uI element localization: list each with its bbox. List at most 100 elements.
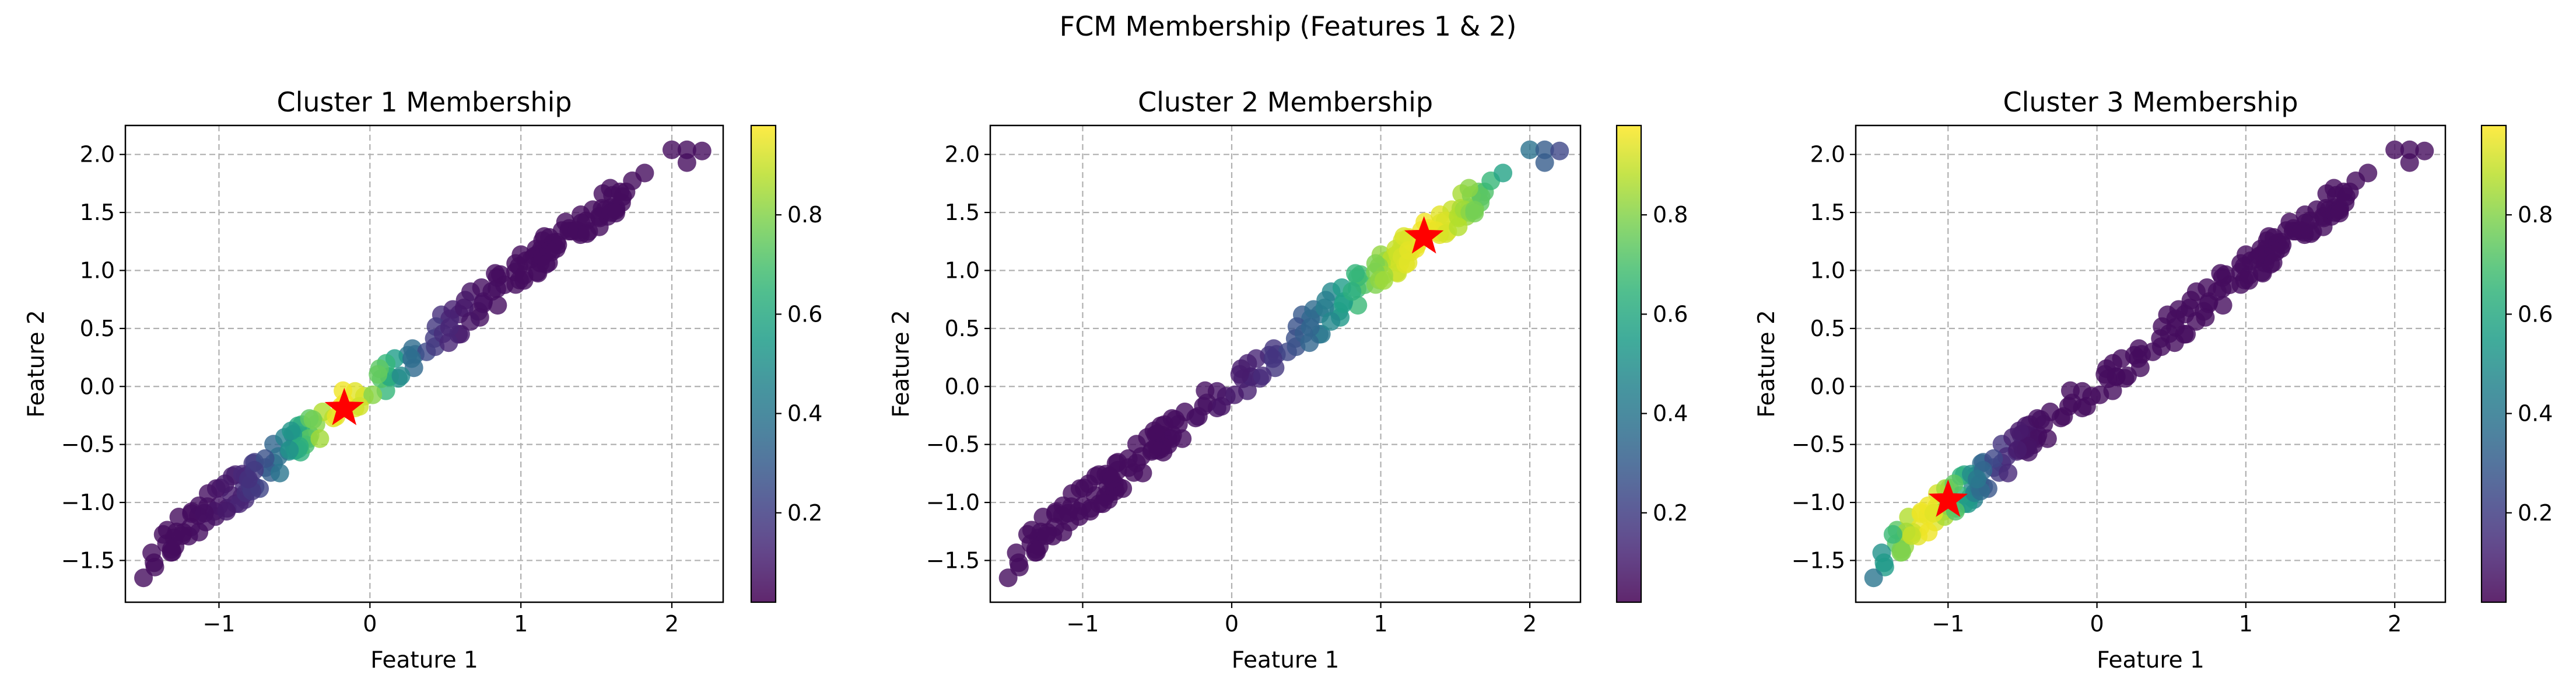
data-point	[1225, 385, 1244, 404]
y-tick-label: 0.0	[945, 373, 980, 399]
x-tick-label: 1	[1373, 611, 1387, 637]
data-point	[1102, 469, 1121, 488]
colorbar-tick-label: 0.2	[787, 500, 822, 526]
data-point	[2118, 366, 2137, 386]
data-point	[1550, 141, 1569, 160]
y-tick-label: −0.5	[926, 432, 980, 457]
y-tick-label: 2.0	[80, 142, 115, 167]
data-point	[2324, 179, 2343, 198]
data-point	[482, 282, 502, 301]
chart-title: Cluster 1 Membership	[276, 86, 572, 118]
data-point	[2059, 397, 2078, 416]
data-point	[1465, 204, 1484, 223]
data-point	[1902, 526, 1921, 545]
data-point	[280, 441, 299, 460]
data-point	[1081, 502, 1100, 521]
y-tick-label: −1.0	[61, 490, 115, 515]
y-tick-label: 1.5	[1810, 200, 1845, 225]
colorbar	[2480, 124, 2507, 603]
data-point	[303, 410, 323, 429]
data-point	[1079, 474, 1098, 494]
data-point	[539, 241, 559, 260]
data-point	[662, 140, 681, 159]
y-tick-label: 1.0	[1810, 257, 1845, 283]
data-point	[677, 140, 696, 159]
y-tick-label: 0.0	[80, 373, 115, 399]
x-tick-label: 1	[514, 611, 528, 637]
y-tick-label: 0.5	[945, 316, 980, 341]
y-tick-label: −1.5	[61, 547, 115, 573]
colorbar-tick-label: 0.8	[2518, 202, 2553, 228]
chart-panel-3: −1 0 1 2 −1.5 −1.0 −0.5 0.0 0.5 1.0 1.5 2.0 Cluster …	[1754, 86, 2553, 673]
data-point	[439, 333, 458, 352]
data-point	[1253, 366, 1272, 386]
data-point	[461, 312, 480, 331]
data-point	[601, 179, 620, 198]
data-point	[2010, 421, 2029, 441]
data-point	[2400, 140, 2419, 159]
axes-frame	[1855, 124, 2447, 603]
colorbar-tick-label: 0.8	[787, 202, 822, 228]
data-point	[998, 568, 1018, 588]
data-point	[1300, 333, 1319, 352]
colorbar-tick-label: 0.6	[1653, 301, 1688, 327]
data-point	[2031, 410, 2051, 429]
y-tick-label: 0.5	[1810, 316, 1845, 341]
x-tick-label: 0	[363, 611, 377, 637]
data-point	[1874, 553, 1894, 572]
data-point	[2090, 385, 2109, 404]
data-point	[145, 553, 164, 572]
data-point	[2400, 153, 2419, 172]
data-point	[1399, 241, 1418, 260]
cluster-center-star-icon	[1404, 216, 1444, 254]
data-point	[2207, 282, 2227, 301]
data-point	[2358, 163, 2378, 183]
data-point	[1173, 429, 1192, 448]
y-tick-label: −0.5	[61, 432, 115, 457]
data-point	[1018, 525, 1037, 544]
data-point	[2415, 141, 2434, 160]
data-point	[173, 526, 192, 545]
y-tick-label: 2.0	[1810, 142, 1845, 167]
data-point	[1535, 153, 1554, 172]
data-point	[310, 429, 330, 448]
x-tick-label: −1	[1066, 611, 1099, 637]
data-point	[1892, 542, 1912, 561]
chart-panel-1: −1 0 1 2 −1.5 −1.0 −0.5 0.0 0.5 1.0 1.5 2.0 Cluster …	[23, 86, 822, 673]
colorbar-tick-label: 0.4	[1653, 401, 1688, 427]
data-point	[350, 397, 369, 416]
data-point	[1883, 525, 1902, 544]
x-tick-label: −1	[202, 611, 235, 637]
axes-frame	[124, 124, 724, 603]
chart-title: Cluster 3 Membership	[2003, 86, 2298, 118]
data-point	[606, 204, 625, 223]
data-point	[1374, 271, 1393, 290]
colorbar-tick-label: 0.8	[1653, 202, 1688, 228]
y-tick-label: 1.5	[945, 200, 980, 225]
x-axis-label: Feature 1	[370, 647, 478, 673]
x-tick-label: 1	[2239, 611, 2253, 637]
data-point	[1053, 522, 1073, 542]
data-point	[217, 502, 236, 521]
cluster-center-star-icon	[1928, 479, 1968, 517]
data-point	[2038, 429, 2057, 448]
x-tick-label: 0	[2090, 611, 2104, 637]
data-point	[282, 421, 301, 441]
cluster-center-star-icon	[324, 387, 365, 425]
data-point	[1535, 140, 1554, 159]
data-point	[1027, 542, 1046, 561]
x-tick-label: 0	[1225, 611, 1239, 637]
data-point	[1919, 522, 1938, 542]
data-point	[1059, 504, 1078, 523]
chart-title: Cluster 2 Membership	[1138, 86, 1433, 118]
y-tick-label: 2.0	[945, 142, 980, 167]
chart-panel-2: −1 0 1 2 −1.5 −1.0 −0.5 0.0 0.5 1.0 1.5 2.0 Cluster …	[888, 86, 1688, 673]
data-point	[2186, 312, 2206, 331]
data-point	[163, 542, 182, 561]
data-point	[2077, 397, 2096, 416]
data-point	[1343, 282, 1362, 301]
data-point	[635, 163, 654, 183]
data-point	[2385, 140, 2405, 159]
data-point	[1036, 526, 1056, 545]
y-tick-label: −1.0	[926, 490, 980, 515]
